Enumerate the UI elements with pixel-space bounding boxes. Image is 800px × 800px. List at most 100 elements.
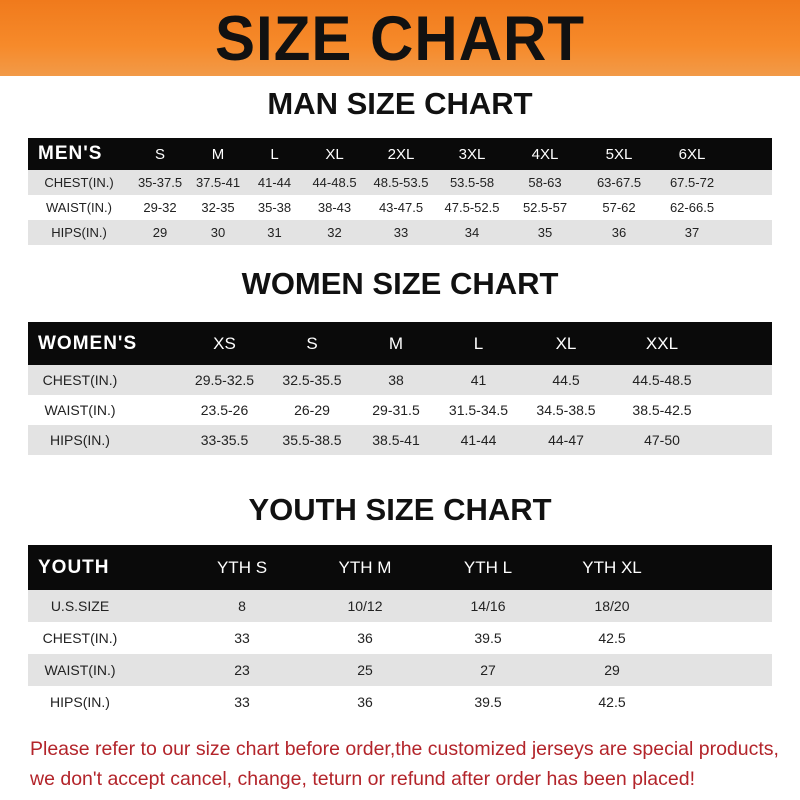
table-cell: 36 <box>357 694 373 710</box>
table-cell: 32 <box>327 225 342 240</box>
table-cell: 32-35 <box>201 200 235 215</box>
size-header-cell: L <box>473 333 484 353</box>
women-section-title: WOMEN SIZE CHART <box>241 266 559 301</box>
table-cell: 43-47.5 <box>378 200 424 215</box>
table-cell: 47.5-52.5 <box>444 200 500 215</box>
table-header-label: WOMEN'S <box>38 332 138 354</box>
table-cell: 32.5-35.5 <box>282 372 342 388</box>
table-cell: 35 <box>537 225 553 240</box>
table-cell: 52.5-57 <box>522 200 568 215</box>
table-row: WAIST(IN.) 29-32 32-35 35-38 38-43 43-47.5 47.… <box>28 195 772 220</box>
size-header-cell: S <box>306 333 318 353</box>
table-cell: 29-32 <box>143 200 177 215</box>
table-cell: 44.5 <box>552 372 580 388</box>
size-header-cell: XL <box>325 145 344 163</box>
size-header-cell: XXL <box>645 333 679 353</box>
table-row: HIPS(IN.) 33 36 39.5 42.5 <box>28 686 772 718</box>
table-cell: 58-63 <box>528 175 562 190</box>
table-cell: 31.5-34.5 <box>448 402 509 418</box>
table-cell: 48.5-53.5 <box>373 175 429 190</box>
table-cell: 39.5 <box>474 694 502 710</box>
size-header-cell: M <box>211 145 225 163</box>
table-header-label: MEN'S <box>38 143 103 164</box>
women-size-table: WOMEN'S XS S M L XL XXL CHEST(IN.) 29.5-32.5 32.5… <box>28 322 772 455</box>
youth-size-table: YOUTH YTH S YTH M YTH L YTH XL U.S.SIZE 8 10/12… <box>28 545 772 718</box>
table-cell: 41-44 <box>460 432 497 448</box>
size-header-cell: 4XL <box>531 145 559 163</box>
row-label: CHEST(IN.) <box>42 630 118 646</box>
table-cell: 38.5-42.5 <box>632 402 692 418</box>
row-label: HIPS(IN.) <box>50 432 110 448</box>
table-cell: 37 <box>684 225 700 240</box>
table-cell: 53.5-58 <box>449 175 495 190</box>
table-cell: 41 <box>470 372 487 388</box>
row-label: HIPS(IN.) <box>50 694 110 710</box>
men-size-table: MEN'S S M L XL 2XL 3XL 4XL 5XL 6XL CHEST(IN.) 35-37… <box>28 138 772 245</box>
table-cell: 44-47 <box>548 432 584 448</box>
table-header-row: YOUTH YTH S YTH M YTH L YTH XL <box>28 545 772 590</box>
size-header-cell: S <box>154 145 165 163</box>
size-header-cell: YTH S <box>216 557 268 577</box>
banner-title: SIZE CHART <box>215 2 585 74</box>
table-cell: 25 <box>357 662 373 678</box>
row-label: WAIST(IN.) <box>46 200 112 215</box>
row-label: U.S.SIZE <box>50 598 110 614</box>
size-header-cell: 6XL <box>678 145 706 163</box>
table-cell: 29-31.5 <box>372 402 420 418</box>
size-header-cell: YTH L <box>463 557 513 577</box>
table-cell: 44.5-48.5 <box>632 372 692 388</box>
size-header-cell: XS <box>213 333 236 353</box>
table-header-row: MEN'S S M L XL 2XL 3XL 4XL 5XL 6XL <box>28 138 772 170</box>
table-header-row: WOMEN'S XS S M L XL XXL <box>28 322 772 365</box>
table-cell: 42.5 <box>598 630 626 646</box>
table-cell: 26-29 <box>294 402 330 418</box>
size-header-cell: XL <box>555 333 577 353</box>
table-cell: 23.5-26 <box>200 402 249 418</box>
row-label: WAIST(IN.) <box>44 402 116 418</box>
notice-line-2: we don't accept cancel, change, teturn o… <box>30 768 695 790</box>
table-cell: 47-50 <box>644 432 680 448</box>
size-header-cell: M <box>388 333 404 353</box>
table-cell: 27 <box>480 662 496 678</box>
size-header-cell: L <box>270 145 279 163</box>
table-cell: 33 <box>234 694 250 710</box>
row-label: CHEST(IN.) <box>44 175 114 190</box>
table-cell: 36 <box>357 630 373 646</box>
youth-section-title: YOUTH SIZE CHART <box>248 492 552 527</box>
table-row: CHEST(IN.) 33 36 39.5 42.5 <box>28 622 772 654</box>
table-cell: 10/12 <box>347 598 383 614</box>
table-cell: 31 <box>267 225 282 240</box>
table-header-label: YOUTH <box>38 556 110 578</box>
table-cell: 44-48.5 <box>312 175 357 190</box>
table-cell: 33 <box>234 630 250 646</box>
banner: SIZE CHART <box>0 0 800 76</box>
size-header-cell: 2XL <box>387 145 415 163</box>
table-cell: 35.5-38.5 <box>282 432 342 448</box>
size-header-cell: 3XL <box>458 145 486 163</box>
table-cell: 63-67.5 <box>596 175 642 190</box>
notice-line-1: Please refer to our size chart before or… <box>30 738 779 760</box>
table-row: WAIST(IN.) 23 25 27 29 <box>28 654 772 686</box>
table-cell: 14/16 <box>470 598 506 614</box>
table-cell: 39.5 <box>474 630 502 646</box>
table-cell: 30 <box>210 225 226 240</box>
size-header-cell: YTH XL <box>582 557 642 577</box>
table-cell: 41-44 <box>257 175 292 190</box>
row-label: WAIST(IN.) <box>44 662 116 678</box>
notice-text: Please refer to our size chart before or… <box>30 734 790 794</box>
table-cell: 23 <box>234 662 250 678</box>
size-header-cell: YTH M <box>338 557 392 577</box>
row-label: HIPS(IN.) <box>51 225 107 240</box>
table-cell: 18/20 <box>594 598 630 614</box>
table-cell: 34.5-38.5 <box>536 402 596 418</box>
table-cell: 35-37.5 <box>137 175 183 190</box>
table-cell: 42.5 <box>598 694 626 710</box>
table-cell: 29 <box>604 662 620 678</box>
size-header-cell: 5XL <box>605 145 633 163</box>
table-cell: 38.5-41 <box>372 432 420 448</box>
table-cell: 29 <box>152 225 168 240</box>
table-cell: 62-66.5 <box>669 200 715 215</box>
table-cell: 34 <box>464 225 480 240</box>
table-cell: 37.5-41 <box>195 175 241 190</box>
table-cell: 33 <box>393 225 409 240</box>
